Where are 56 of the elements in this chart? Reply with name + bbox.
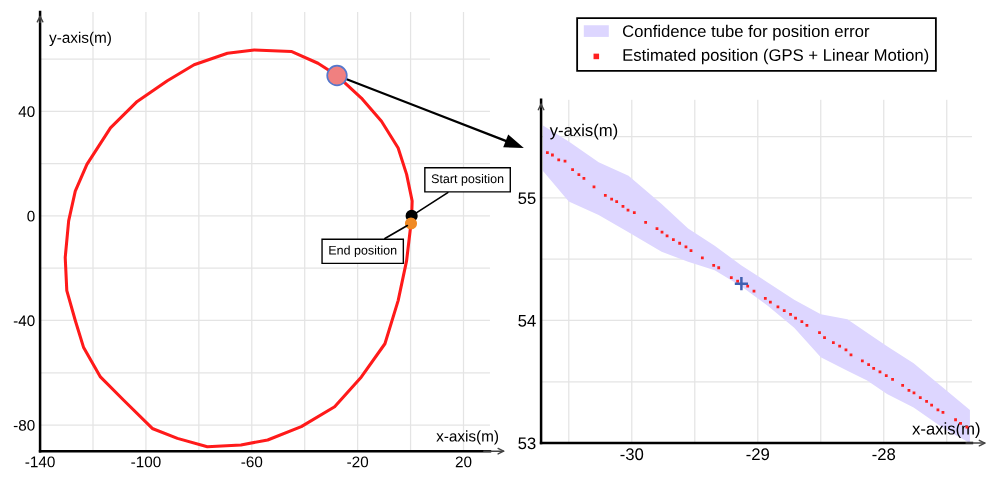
point [717, 266, 721, 270]
annotation: End position [329, 245, 397, 258]
x-tick-label: -20 [347, 456, 369, 468]
point [800, 320, 804, 324]
y-tick-label: -40 [13, 315, 35, 327]
point [644, 221, 648, 224]
y-tick-label: 53 [518, 437, 536, 450]
legend-label: Estimated position (GPS + Linear Motion) [623, 48, 929, 65]
point [918, 396, 922, 400]
x-tick-label: -140 [25, 456, 55, 468]
y-axis-title: y-axis(m) [549, 123, 618, 140]
point [925, 399, 928, 403]
point [867, 363, 871, 366]
y-tick-label: -80 [13, 419, 35, 431]
point [782, 309, 786, 313]
point [603, 194, 607, 197]
x-tick-label: -30 [620, 448, 644, 461]
x-tick-label: -60 [241, 456, 263, 468]
point [678, 241, 682, 245]
y-tick-label: 40 [18, 106, 35, 118]
point [733, 275, 750, 292]
point [671, 238, 675, 241]
annotation: Start position [431, 173, 504, 186]
point [577, 173, 581, 176]
point [818, 331, 821, 335]
point [712, 263, 716, 267]
x-tick-label: 20 [455, 456, 472, 468]
y-axis-title: y-axis(m) [49, 31, 111, 47]
x-tick-label: -29 [746, 448, 770, 461]
point [884, 374, 888, 378]
x-axis-title: x-axis(m) [912, 422, 980, 438]
legend-label: Confidence tube for position error [622, 24, 870, 41]
point [326, 64, 348, 87]
point [891, 377, 894, 381]
point [632, 211, 636, 214]
point [823, 336, 826, 340]
point [610, 197, 614, 201]
point [763, 297, 767, 300]
point [404, 217, 418, 230]
point [615, 200, 619, 203]
y-tick-label: 0 [27, 210, 35, 222]
y-tick-label: 54 [518, 315, 536, 327]
point [838, 344, 842, 348]
point [901, 384, 905, 387]
point [729, 276, 733, 279]
x-axis-title: x-axis(m) [436, 430, 499, 445]
point [831, 341, 835, 344]
x-tick-label: -100 [131, 456, 161, 468]
point [872, 366, 876, 370]
y-tick-label: 55 [518, 192, 536, 205]
point [789, 312, 792, 316]
x-tick-label: -28 [872, 448, 896, 461]
point [571, 168, 574, 172]
point [545, 151, 549, 154]
point [954, 418, 957, 422]
point [746, 284, 750, 288]
